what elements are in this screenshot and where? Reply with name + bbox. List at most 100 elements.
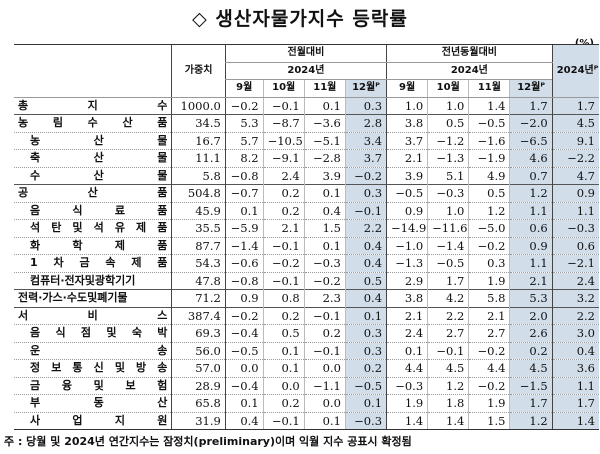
mom-cell: −0.1	[262, 412, 305, 430]
mom-cell: 0.5	[262, 324, 305, 343]
row-label: 컴퓨터·전자및광학기기	[14, 272, 172, 290]
mom-cell: 0.1	[303, 412, 346, 430]
table-row: 정 보 통 신 및 방 송 57.0 0.0 0.1 0.0 0.2 4.4 4.5 4.4 4.5 3.6	[14, 359, 599, 378]
mom-cell: 0.1	[303, 96, 346, 115]
mom-cell: −5.9	[224, 219, 264, 238]
mom-cell: 0.0	[262, 377, 305, 395]
mom-cell: −0.8	[224, 272, 264, 290]
mom-cell: 0.3	[344, 342, 387, 360]
annual-cell: 1.1	[551, 377, 599, 395]
weight-cell: 28.9	[171, 377, 226, 395]
annual-cell: 0.4	[551, 342, 599, 360]
yoy-cell: −1.4	[427, 237, 469, 255]
mom-cell: 2.1	[262, 219, 305, 238]
weight-cell: 35.5	[171, 219, 226, 238]
mom-cell: 0.4	[344, 254, 387, 273]
yoy-cell: 2.2	[427, 306, 469, 325]
mom-cell: 0.1	[344, 394, 387, 413]
mom-cell: −5.1	[303, 132, 346, 150]
weight-cell: 5.8	[171, 167, 226, 185]
mom-cell: 5.7	[224, 132, 264, 150]
yoy-cell: 0.5	[427, 114, 469, 133]
table-row: 부 동 산 65.8 0.1 0.2 0.0 0.1 1.9 1.8 1.9 1.7 1.7	[14, 394, 599, 413]
yoy-cell: 4.6	[509, 149, 553, 168]
annual-header: 2024년ᴾ	[551, 44, 599, 98]
annual-cell: 3.0	[551, 324, 599, 343]
yoy-cell: −1.6	[468, 132, 510, 150]
yoy-cell: 1.7	[509, 96, 553, 115]
weight-cell: 56.0	[171, 342, 226, 360]
yoy-cell: 1.0	[427, 202, 469, 220]
mom-year-header: 2024년	[224, 62, 387, 80]
table-row: 1 차 금 속 제 품 54.3 −0.6 −0.2 −0.3 0.4 −1.3 −0.5 0.3 1.1−…	[14, 254, 599, 273]
yoy-cell: −1.5	[509, 377, 553, 395]
mom-cell: 0.1	[224, 202, 264, 220]
table-row: 전력·가스·수도및폐기물 71.2 0.9 0.8 2.3 0.4 3.8 4.2 5.8 5.3…	[14, 289, 599, 308]
mom-cell: 0.5	[344, 272, 387, 290]
mom-cell: −0.3	[344, 412, 387, 430]
yoy-cell: 4.2	[427, 289, 469, 308]
mom-cell: −0.7	[224, 184, 264, 203]
mom-month-header: 10월	[262, 79, 305, 98]
weight-cell: 16.7	[171, 132, 226, 150]
yoy-month-header: 10월	[427, 79, 469, 98]
mom-cell: 3.7	[344, 149, 387, 168]
annual-cell: 0.6	[551, 237, 599, 255]
yoy-year-header: 2024년	[386, 62, 553, 80]
category-header	[14, 44, 172, 98]
yoy-cell: 3.7	[386, 132, 428, 150]
mom-cell: 5.3	[224, 114, 264, 133]
mom-cell: 0.1	[303, 184, 346, 203]
weight-cell: 47.8	[171, 272, 226, 290]
mom-cell: 0.0	[303, 359, 346, 378]
mom-cell: −9.1	[262, 149, 305, 168]
mom-cell: 2.4	[262, 167, 305, 185]
yoy-cell: −0.5	[427, 254, 469, 273]
mom-cell: −0.5	[224, 342, 264, 360]
yoy-cell: 1.1	[509, 202, 553, 220]
weight-cell: 34.5	[171, 114, 226, 133]
yoy-cell: 5.3	[509, 289, 553, 308]
mom-cell: 3.4	[344, 132, 387, 150]
mom-cell: −3.6	[303, 114, 346, 133]
yoy-cell: 1.2	[468, 202, 510, 220]
page-title: ◇ 생산자물가지수 등락률	[192, 8, 408, 30]
annual-cell: −2.1	[551, 254, 599, 273]
annual-cell: −0.3	[551, 219, 599, 238]
mom-cell: −0.1	[303, 342, 346, 360]
yoy-cell: −5.0	[468, 219, 510, 238]
yoy-cell: 1.2	[509, 184, 553, 203]
yoy-cell: −14.9	[386, 219, 428, 238]
mom-cell: −0.2	[303, 272, 346, 290]
mom-cell: 0.4	[344, 237, 387, 255]
unit-label: (%)	[574, 38, 594, 49]
mom-cell: 0.0	[303, 394, 346, 413]
yoy-cell: 1.9	[386, 394, 428, 413]
mom-cell: 8.2	[224, 149, 264, 168]
yoy-cell: 1.8	[427, 394, 469, 413]
table-row: 운 송 56.0 −0.5 0.1 −0.1 0.3 0.1 −0.1 −0.2 0.2 0.4	[14, 342, 599, 360]
mom-cell: −0.2	[262, 254, 305, 273]
table-row: 공 산 품 504.8 −0.7 0.2 0.1 0.3 −0.5 −0.3 0.5 1.2 0.9	[14, 184, 599, 203]
mom-cell: −0.2	[224, 96, 264, 115]
mom-cell: 0.1	[262, 342, 305, 360]
mom-cell: 0.4	[224, 412, 264, 430]
yoy-cell: 1.5	[468, 412, 510, 430]
annual-cell: 1.7	[551, 96, 599, 115]
yoy-cell: 0.2	[509, 342, 553, 360]
annual-cell: 3.2	[551, 289, 599, 308]
mom-cell: −0.1	[262, 272, 305, 290]
yoy-cell: 2.0	[509, 306, 553, 325]
